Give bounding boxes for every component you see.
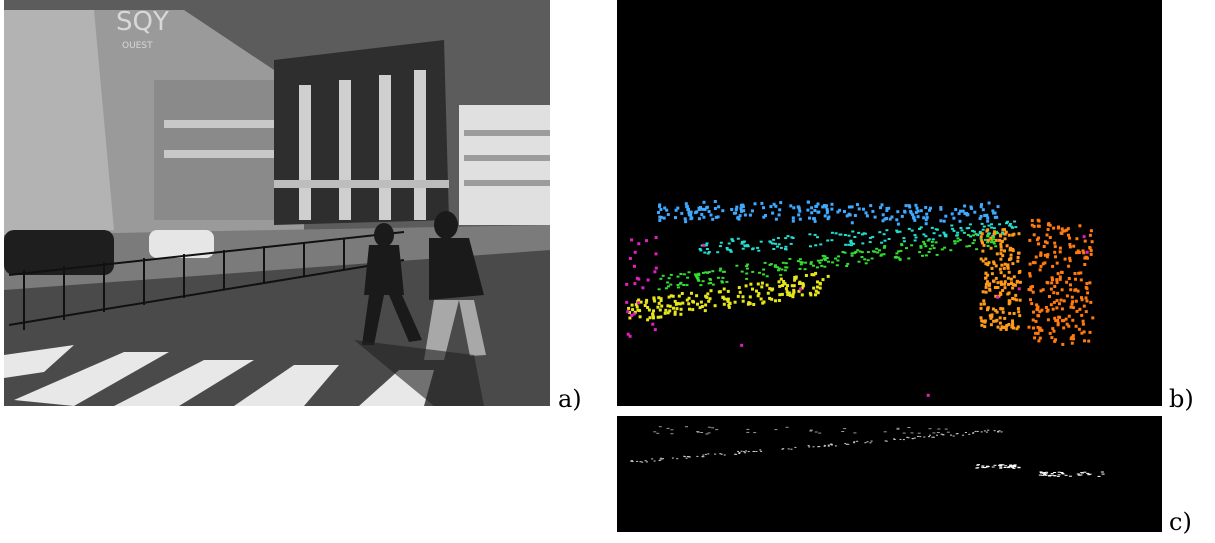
- residual-streaks-illustration: [630, 426, 1105, 477]
- panel-c-label: c): [1169, 508, 1192, 536]
- mall-sign: SQY: [116, 7, 169, 37]
- panel-c-residual-map: [617, 416, 1162, 532]
- panel-a-label: a): [558, 385, 582, 413]
- panel-b-motion-map: [617, 0, 1162, 406]
- panel-b-label: b): [1169, 385, 1194, 413]
- street-photo-illustration: SQY OUEST: [4, 0, 550, 406]
- panel-a-street-photo: SQY OUEST: [4, 0, 550, 406]
- motion-points-illustration: [625, 200, 1095, 397]
- mall-sign-sub: OUEST: [122, 41, 153, 51]
